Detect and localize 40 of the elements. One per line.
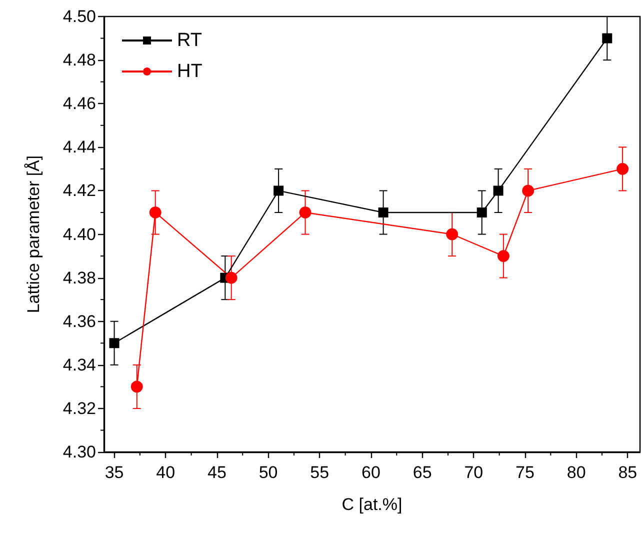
x-tick-label: 60 xyxy=(362,463,380,482)
y-tick-label: 4.40 xyxy=(62,224,96,244)
x-tick-label: 70 xyxy=(464,463,484,482)
point xyxy=(493,186,504,196)
point xyxy=(149,206,162,218)
x-tick-label: 65 xyxy=(412,463,432,482)
point xyxy=(378,207,388,218)
point xyxy=(602,33,612,44)
point xyxy=(522,184,534,197)
point xyxy=(616,162,629,175)
point xyxy=(274,186,284,196)
y-tick-label: 4.34 xyxy=(62,355,96,374)
point xyxy=(299,206,312,218)
y-tick-label: 4.32 xyxy=(62,398,96,418)
point xyxy=(446,228,458,240)
point xyxy=(130,380,143,393)
x-tick-label: 45 xyxy=(207,463,226,482)
x-tick-label: 35 xyxy=(104,463,124,482)
x-tick-label: 80 xyxy=(566,463,586,482)
y-tick-label: 4.44 xyxy=(62,138,96,157)
point xyxy=(497,250,510,262)
y-tick-label: 4.46 xyxy=(62,94,96,114)
y-tick-label: 4.50 xyxy=(62,7,96,26)
x-axis-title: C [at.%] xyxy=(342,495,402,514)
x-tick-label: 85 xyxy=(618,463,638,482)
point xyxy=(109,338,120,348)
legend-label: HT xyxy=(177,61,203,82)
x-tick-label: 50 xyxy=(258,463,278,482)
y-tick-label: 4.48 xyxy=(62,50,96,70)
point xyxy=(476,207,487,218)
y-axis-title: Lattice parameter [Å] xyxy=(24,155,43,314)
y-tick-label: 4.38 xyxy=(62,268,96,288)
y-tick-label: 4.30 xyxy=(62,442,96,462)
y-tick-label: 4.42 xyxy=(62,181,96,200)
legend-label: RT xyxy=(177,30,202,51)
x-tick-label: 40 xyxy=(156,463,176,482)
x-tick-label: 75 xyxy=(516,463,534,482)
point xyxy=(225,272,238,284)
x-tick-label: 55 xyxy=(310,463,330,482)
y-tick-label: 4.36 xyxy=(62,312,96,331)
